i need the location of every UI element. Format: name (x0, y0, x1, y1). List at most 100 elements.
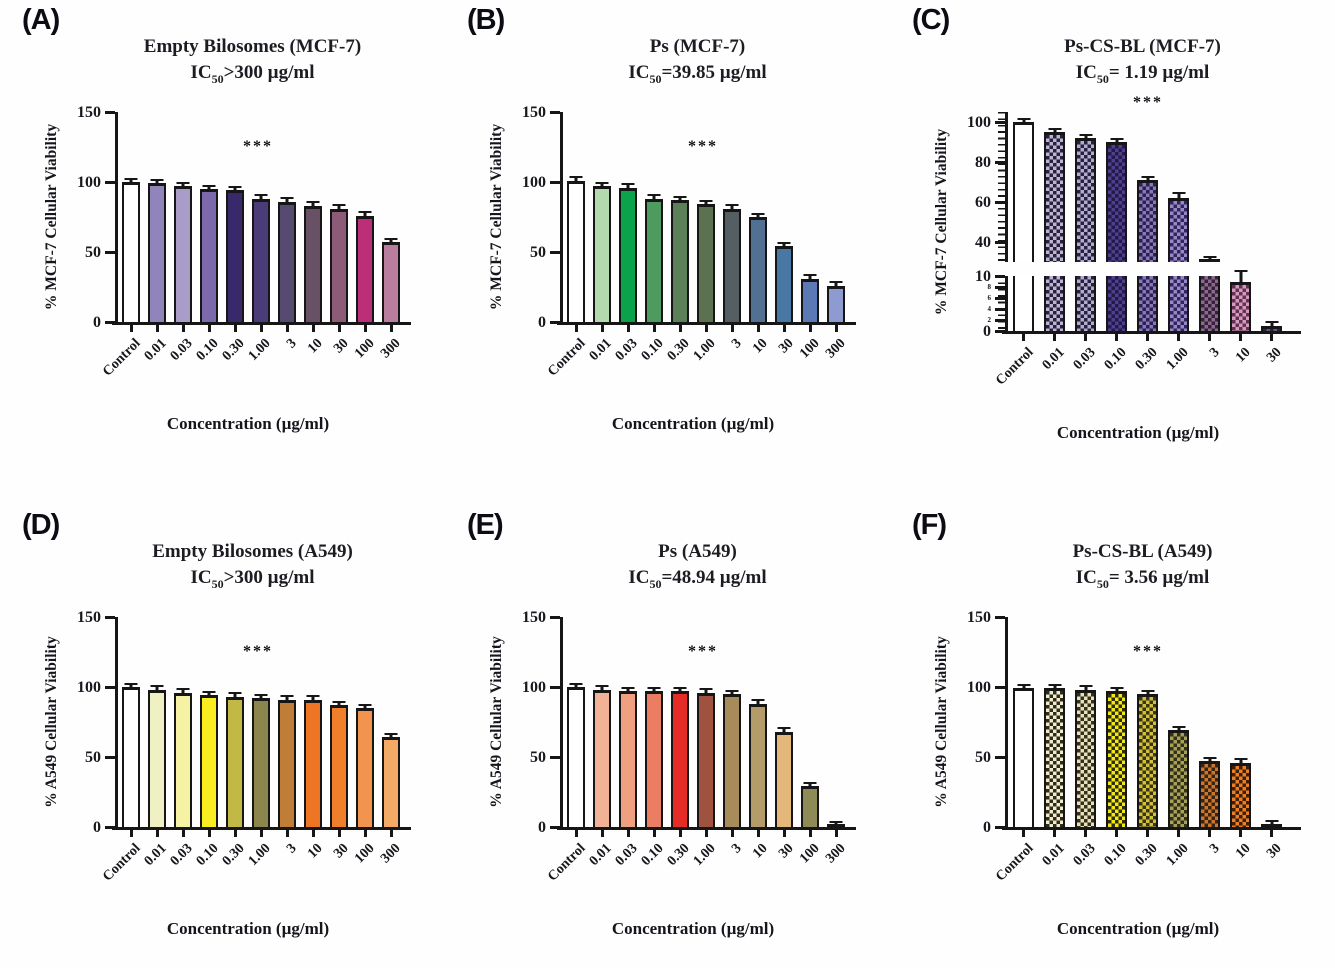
y-tick-label: 150 (967, 609, 991, 626)
x-tick-slot (248, 830, 274, 838)
x-tick-slot (1101, 830, 1132, 838)
bars-upper (1008, 112, 1287, 262)
x-tick-slot (1256, 334, 1287, 342)
bar-slot (823, 112, 849, 322)
x-tick-slot (1132, 334, 1163, 342)
bar (304, 205, 322, 322)
bar (619, 187, 637, 322)
panel-title-block: Ps-CS-BL (MCF-7) IC50= 1.19 µg/ml (954, 34, 1331, 92)
error-bar (358, 703, 372, 708)
x-tick-mark (600, 830, 604, 837)
bar-slot (1132, 276, 1163, 331)
error-bar (1048, 127, 1061, 132)
x-tick-label: Control (992, 345, 1037, 389)
bar-slot (170, 112, 196, 322)
bar-slot (1101, 617, 1132, 827)
x-ticks (563, 830, 849, 838)
y-tick-mark (105, 110, 115, 114)
bar (697, 204, 715, 322)
bar-slot (1163, 112, 1194, 262)
y-tick-label: 50 (975, 749, 991, 766)
error-bar (1265, 321, 1278, 326)
bar-slot (771, 617, 797, 827)
x-tick-slot (196, 325, 222, 333)
x-axis-title: Concentration (µg/ml) (611, 414, 775, 433)
y-tick-label: 0 (538, 314, 546, 331)
bar-slot (248, 112, 274, 322)
error-bar (1141, 175, 1154, 180)
error-bar (1048, 683, 1061, 689)
x-tick-mark (129, 325, 133, 332)
bar-slot (589, 112, 615, 322)
x-tick-label: Control (545, 841, 589, 885)
x-tick-label: 300 (823, 336, 849, 362)
significance-stars: *** (688, 643, 718, 660)
ic50-prefix: IC (190, 62, 212, 83)
panel-tag: (E) (467, 509, 504, 541)
x-tick-slot (719, 325, 745, 333)
x-tick-label: 0.01 (1039, 841, 1068, 869)
y-tick-mark (105, 755, 115, 759)
panel-inner: (F) Ps-CS-BL (A549) IC50= 3.56 µg/ml 150 100… (890, 505, 1335, 966)
bar (278, 201, 296, 322)
x-tick-slot (378, 830, 404, 838)
error-bar (202, 690, 216, 696)
error-bar (202, 184, 216, 189)
bar (252, 198, 270, 322)
x-tick-mark (782, 325, 786, 332)
bar-slot (378, 112, 404, 322)
bar (1199, 276, 1220, 331)
y-tick-mark (995, 329, 1005, 333)
bar (827, 824, 845, 827)
plot-area: 100 80 60 40 *** 10 8 6 4 2 0 Control 0.01 0.03 0.10 0.… (967, 94, 1301, 442)
y-tick-mark (550, 110, 560, 114)
bar (304, 699, 322, 827)
bar (1137, 180, 1158, 262)
error-bar (803, 781, 817, 787)
bar-slot (1256, 112, 1287, 262)
x-tick-mark (1177, 830, 1180, 837)
x-tick-mark (782, 830, 786, 837)
x-tick-label: 0.03 (1070, 345, 1099, 373)
x-tick-slot (144, 325, 170, 333)
error-bar (176, 688, 190, 693)
bar-slot (1132, 617, 1163, 827)
ic50-prefix: IC (628, 567, 650, 588)
x-tick-slot (1194, 830, 1225, 838)
y-tick-label: 100 (967, 114, 991, 131)
ic50-line: IC50>300 µg/ml (64, 60, 441, 92)
error-bar (254, 693, 268, 699)
bar (801, 786, 819, 827)
ic50-value: = 1.19 µg/ml (1108, 62, 1210, 83)
y-tick-label: 40 (975, 234, 991, 251)
error-bar (1110, 137, 1123, 142)
panel-title: Empty Bilosomes (MCF-7) (143, 36, 362, 57)
y-tick-mark (550, 250, 560, 254)
bar (174, 186, 192, 322)
x-ticks (118, 830, 404, 838)
x-tick-label: 30 (1263, 345, 1285, 366)
x-tick-mark (181, 830, 185, 837)
x-tick-label: 10 (750, 841, 771, 862)
x-tick-label: 10 (1232, 841, 1254, 862)
ic50-value: = 3.56 µg/ml (1108, 567, 1210, 588)
ic50-value: =48.94 µg/ml (661, 567, 767, 588)
error-bar (228, 692, 242, 697)
x-tick-mark (730, 325, 734, 332)
y-tick-label: 100 (967, 679, 991, 696)
x-tick-label: 100 (352, 841, 378, 867)
y-axis-label: % MCF-7 Cellular Viability (488, 123, 505, 311)
y-tick-mark (105, 685, 115, 689)
x-ticks (563, 325, 849, 333)
x-tick-label: 0.01 (586, 841, 615, 869)
y-tick-label: 50 (530, 749, 546, 766)
ic50-line: IC50=48.94 µg/ml (509, 565, 886, 597)
bar (1199, 761, 1220, 827)
bar-slot (589, 617, 615, 827)
x-tick-labels: Control 0.01 0.03 0.10 0.30 1.00 3 10 30 100 300 (100, 841, 404, 919)
ic50-prefix: IC (190, 567, 212, 588)
bar (775, 731, 793, 827)
bar-slot (1101, 112, 1132, 262)
bar-slot (1070, 276, 1101, 331)
panel-inner: (C) Ps-CS-BL (MCF-7) IC50= 1.19 µg/ml 100 80… (890, 0, 1335, 483)
